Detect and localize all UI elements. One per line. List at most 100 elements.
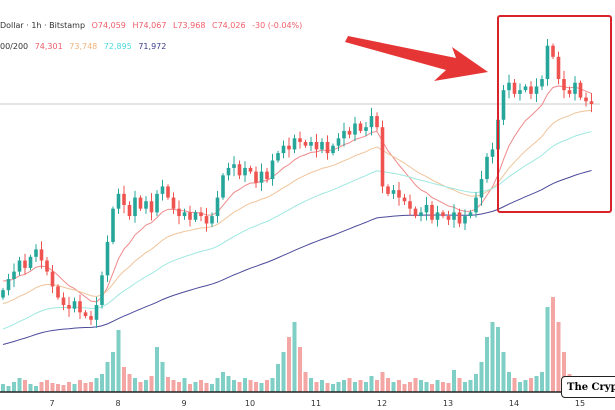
low-value: L73,968	[173, 21, 206, 30]
candle-body	[430, 204, 434, 220]
volume-bar	[166, 377, 170, 392]
candle-body	[67, 304, 71, 309]
volume-bar	[226, 376, 231, 392]
volume-bar	[518, 382, 522, 392]
volume-bar	[94, 378, 99, 392]
candle-body	[589, 101, 594, 104]
volume-bar	[501, 352, 506, 392]
candle-body	[303, 142, 308, 146]
candle-body	[292, 138, 297, 150]
volume-bar	[61, 385, 66, 392]
volume-bar	[6, 386, 11, 392]
volume-bar	[309, 378, 313, 392]
candle-body	[507, 82, 511, 91]
volume-bar	[507, 372, 511, 392]
volume-bar	[23, 380, 27, 392]
volume-bar	[171, 380, 176, 392]
candle-body	[446, 216, 451, 220]
volume-bar	[325, 383, 330, 392]
ma50-value: 73,748	[69, 42, 98, 51]
volume-bar	[133, 378, 137, 392]
candle-body	[457, 212, 462, 224]
candle-body	[474, 197, 478, 213]
candle-body	[281, 145, 286, 154]
ma-legend: 00/200 74,301 73,748 72,895 71,972	[0, 42, 170, 51]
volume-bar	[314, 382, 319, 392]
volume-bar	[78, 380, 82, 392]
candle-body	[413, 208, 418, 217]
candle-body	[556, 56, 561, 80]
volume-bar	[232, 380, 236, 392]
ma100-line	[2, 131, 592, 330]
candle-body	[490, 149, 495, 157]
candle-body	[584, 97, 588, 102]
candle-body	[221, 175, 225, 198]
volume-bar	[534, 376, 539, 392]
volume-bar	[523, 380, 528, 392]
candle-body	[210, 216, 214, 224]
volume-bar	[529, 378, 533, 392]
candle-body	[1, 290, 5, 298]
highlight-box	[497, 15, 612, 213]
volume-bar	[83, 383, 88, 392]
candle-body	[551, 45, 555, 57]
volume-bar	[419, 380, 423, 392]
volume-bar	[457, 378, 462, 392]
time-tick-label: 15	[575, 399, 585, 408]
volume-bar	[413, 378, 418, 392]
candle-body	[463, 216, 467, 224]
candle-body	[567, 90, 572, 94]
volume-bar	[402, 384, 407, 392]
volume-bar	[17, 378, 22, 392]
volume-bar	[303, 372, 308, 392]
candle-body	[215, 197, 220, 217]
volume-bar	[479, 362, 484, 392]
volume-bar	[540, 372, 544, 392]
volume-bar	[193, 382, 198, 392]
volume-bar	[89, 382, 93, 392]
candle-body	[391, 190, 396, 194]
volume-bar	[380, 372, 385, 392]
candle-body	[89, 316, 93, 320]
candle-body	[485, 156, 489, 180]
volume-bar	[111, 352, 115, 392]
candle-body	[479, 179, 484, 198]
candle-body	[331, 145, 335, 154]
time-tick-label: 12	[377, 399, 387, 408]
candle-body	[375, 116, 379, 128]
volume-bar	[188, 384, 192, 392]
volume-bar	[408, 382, 412, 392]
candle-body	[325, 142, 330, 154]
candle-body	[545, 45, 550, 80]
candle-body	[232, 164, 236, 168]
ma200-value: 71,972	[138, 42, 167, 51]
volume-bar	[138, 382, 143, 392]
candle-body	[248, 167, 253, 172]
pointer-arrow	[345, 36, 488, 81]
candle-body	[402, 197, 407, 202]
volume-bar	[468, 380, 473, 392]
candle-body	[320, 142, 324, 150]
volume-bar	[72, 384, 77, 392]
symbol-label: Dollar · 1h · Bitstamp	[0, 21, 86, 30]
volume-bar	[28, 384, 33, 392]
candle-body	[144, 201, 148, 209]
candle-body	[17, 260, 22, 272]
candle-body	[204, 216, 209, 224]
candle-body	[23, 260, 27, 268]
candle-body	[424, 204, 429, 213]
candle-body	[12, 271, 16, 280]
candle-body	[534, 86, 539, 94]
volume-bar	[474, 374, 478, 392]
candle-body	[138, 197, 143, 209]
volume-bar	[144, 380, 148, 392]
candle-body	[452, 212, 456, 220]
candle-body	[6, 279, 11, 291]
candle-body	[573, 82, 577, 94]
candle-body	[133, 197, 137, 217]
close-value: C74,026	[212, 21, 246, 30]
candle-body	[259, 171, 264, 183]
volume-bar	[221, 372, 225, 392]
candle-body	[397, 190, 401, 198]
